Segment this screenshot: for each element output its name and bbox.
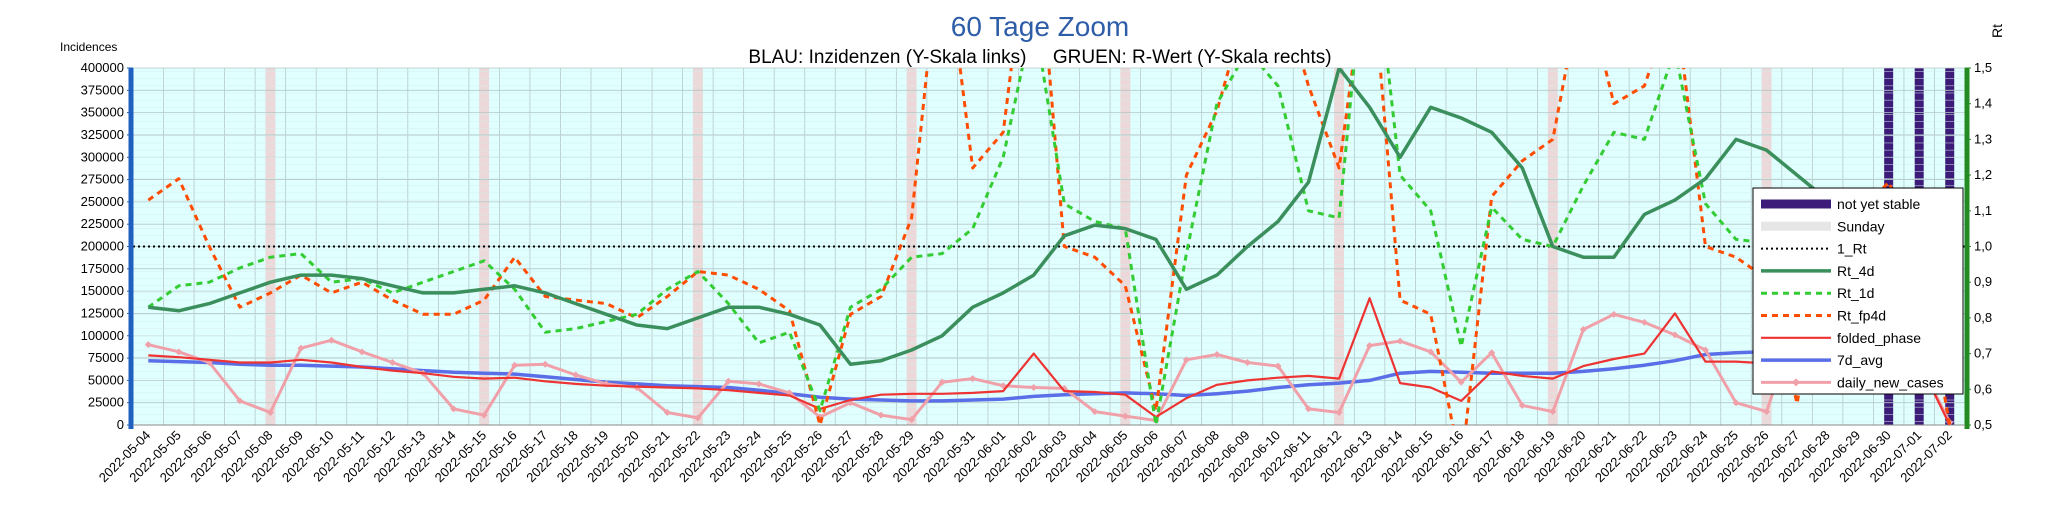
legend-marker-diamond bbox=[1792, 378, 1800, 387]
data-point-daily-new-cases bbox=[480, 411, 488, 419]
data-point-daily-new-cases bbox=[1427, 348, 1435, 356]
data-point-daily-new-cases bbox=[1091, 408, 1099, 416]
legend-label: folded_phase bbox=[1837, 330, 1921, 346]
series-rt-4d bbox=[148, 68, 1951, 367]
data-point-daily-new-cases bbox=[1610, 310, 1618, 318]
y-right-tick-label: 1,5 bbox=[1974, 60, 1992, 75]
legend-label: Rt_4d bbox=[1837, 263, 1874, 279]
data-point-daily-new-cases bbox=[1640, 318, 1648, 326]
y-right-tick-label: 0,6 bbox=[1974, 381, 1992, 396]
series-folded-phase bbox=[148, 297, 1951, 425]
y-left-tick-label: 50000 bbox=[88, 372, 124, 387]
y-left-tick-label: 0 bbox=[117, 417, 124, 432]
data-point-daily-new-cases bbox=[1366, 342, 1374, 350]
y-left-tick-label: 400000 bbox=[81, 60, 124, 75]
y-right-tick-label: 0,5 bbox=[1974, 417, 1992, 432]
data-point-daily-new-cases bbox=[1243, 359, 1251, 367]
y-left-tick-label: 150000 bbox=[81, 283, 124, 298]
y-left-tick-label: 125000 bbox=[81, 305, 124, 320]
data-point-daily-new-cases bbox=[1518, 401, 1526, 409]
data-point-daily-new-cases bbox=[266, 409, 274, 417]
y-right-tick-label: 1,1 bbox=[1974, 203, 1992, 218]
y-left-tick-label: 350000 bbox=[81, 105, 124, 120]
y-right-tick-label: 1,0 bbox=[1974, 239, 1992, 254]
data-point-daily-new-cases bbox=[969, 375, 977, 383]
series-7d-avg bbox=[148, 345, 1950, 403]
y-left-tick-label: 300000 bbox=[81, 149, 124, 164]
data-point-daily-new-cases bbox=[236, 397, 244, 405]
data-point-daily-new-cases bbox=[938, 378, 946, 386]
legend-label: Rt_1d bbox=[1837, 285, 1874, 301]
left-axis-label: Incidences bbox=[60, 40, 117, 54]
series-rt-fp4d bbox=[147, 68, 1952, 425]
y-left-tick-label: 225000 bbox=[81, 216, 124, 231]
chart-title: 60 Tage Zoom bbox=[951, 11, 1130, 42]
legend-label: 7d_avg bbox=[1837, 352, 1883, 368]
data-point-daily-new-cases bbox=[1213, 350, 1221, 358]
data-point-daily-new-cases bbox=[1457, 378, 1465, 386]
data-point-daily-new-cases bbox=[1701, 346, 1709, 354]
legend-label: 1_Rt bbox=[1837, 241, 1867, 257]
y-right-tick-label: 0,9 bbox=[1974, 274, 1992, 289]
data-point-daily-new-cases bbox=[327, 336, 335, 344]
data-point-daily-new-cases bbox=[755, 380, 763, 388]
data-point-daily-new-cases bbox=[1121, 412, 1129, 420]
data-point-daily-new-cases bbox=[1182, 356, 1190, 364]
series-rt-1d bbox=[147, 68, 1951, 425]
data-point-daily-new-cases bbox=[175, 348, 183, 356]
data-point-daily-new-cases bbox=[1305, 405, 1313, 413]
data-point-daily-new-cases bbox=[297, 344, 305, 352]
data-point-daily-new-cases bbox=[1763, 408, 1771, 416]
legend-label: Sunday bbox=[1837, 218, 1884, 234]
data-point-daily-new-cases bbox=[511, 361, 519, 369]
chart-subtitle: BLAU: Inzidenzen (Y-Skala links) GRUEN: … bbox=[748, 47, 1331, 68]
data-point-daily-new-cases bbox=[1274, 362, 1282, 370]
data-point-daily-new-cases bbox=[389, 359, 397, 367]
data-point-daily-new-cases bbox=[877, 411, 885, 419]
data-point-daily-new-cases bbox=[908, 416, 916, 424]
series-daily-new-cases bbox=[147, 302, 1952, 423]
y-left-tick-label: 200000 bbox=[81, 239, 124, 254]
y-right-tick-label: 0,7 bbox=[1974, 346, 1992, 361]
y-left-tick-label: 250000 bbox=[81, 194, 124, 209]
y-right-tick-label: 1,2 bbox=[1974, 167, 1992, 182]
data-point-daily-new-cases bbox=[358, 348, 366, 356]
data-point-daily-new-cases bbox=[1488, 349, 1496, 357]
data-point-daily-new-cases bbox=[663, 409, 671, 417]
data-point-daily-new-cases bbox=[1579, 326, 1587, 334]
y-left-tick-label: 275000 bbox=[81, 172, 124, 187]
y-right-tick-label: 1,3 bbox=[1974, 131, 1992, 146]
data-point-daily-new-cases bbox=[1671, 331, 1679, 339]
legend-label: daily_new_cases bbox=[1837, 374, 1944, 390]
data-point-daily-new-cases bbox=[724, 377, 732, 385]
data-point-daily-new-cases bbox=[1030, 384, 1038, 392]
legend-label: not yet stable bbox=[1837, 196, 1920, 212]
data-point-daily-new-cases bbox=[572, 371, 580, 379]
data-point-daily-new-cases bbox=[1335, 409, 1343, 417]
y-right-tick-label: 1,4 bbox=[1974, 96, 1992, 111]
y-left-tick-label: 25000 bbox=[88, 395, 124, 410]
y-left-tick-label: 75000 bbox=[88, 350, 124, 365]
data-point-daily-new-cases bbox=[450, 405, 458, 413]
y-right-tick-label: 0,8 bbox=[1974, 310, 1992, 325]
data-point-daily-new-cases bbox=[694, 414, 702, 422]
y-left-tick-label: 100000 bbox=[81, 328, 124, 343]
y-left-tick-label: 175000 bbox=[81, 261, 124, 276]
y-left-tick-label: 325000 bbox=[81, 127, 124, 142]
data-point-daily-new-cases bbox=[1396, 337, 1404, 345]
data-point-daily-new-cases bbox=[1732, 399, 1740, 407]
y-left-tick-label: 375000 bbox=[81, 82, 124, 97]
legend-label: Rt_fp4d bbox=[1837, 308, 1886, 324]
data-point-daily-new-cases bbox=[1549, 408, 1557, 416]
right-axis-label: Rt bbox=[1989, 24, 2005, 38]
data-point-daily-new-cases bbox=[144, 341, 152, 349]
data-point-daily-new-cases bbox=[541, 360, 549, 368]
